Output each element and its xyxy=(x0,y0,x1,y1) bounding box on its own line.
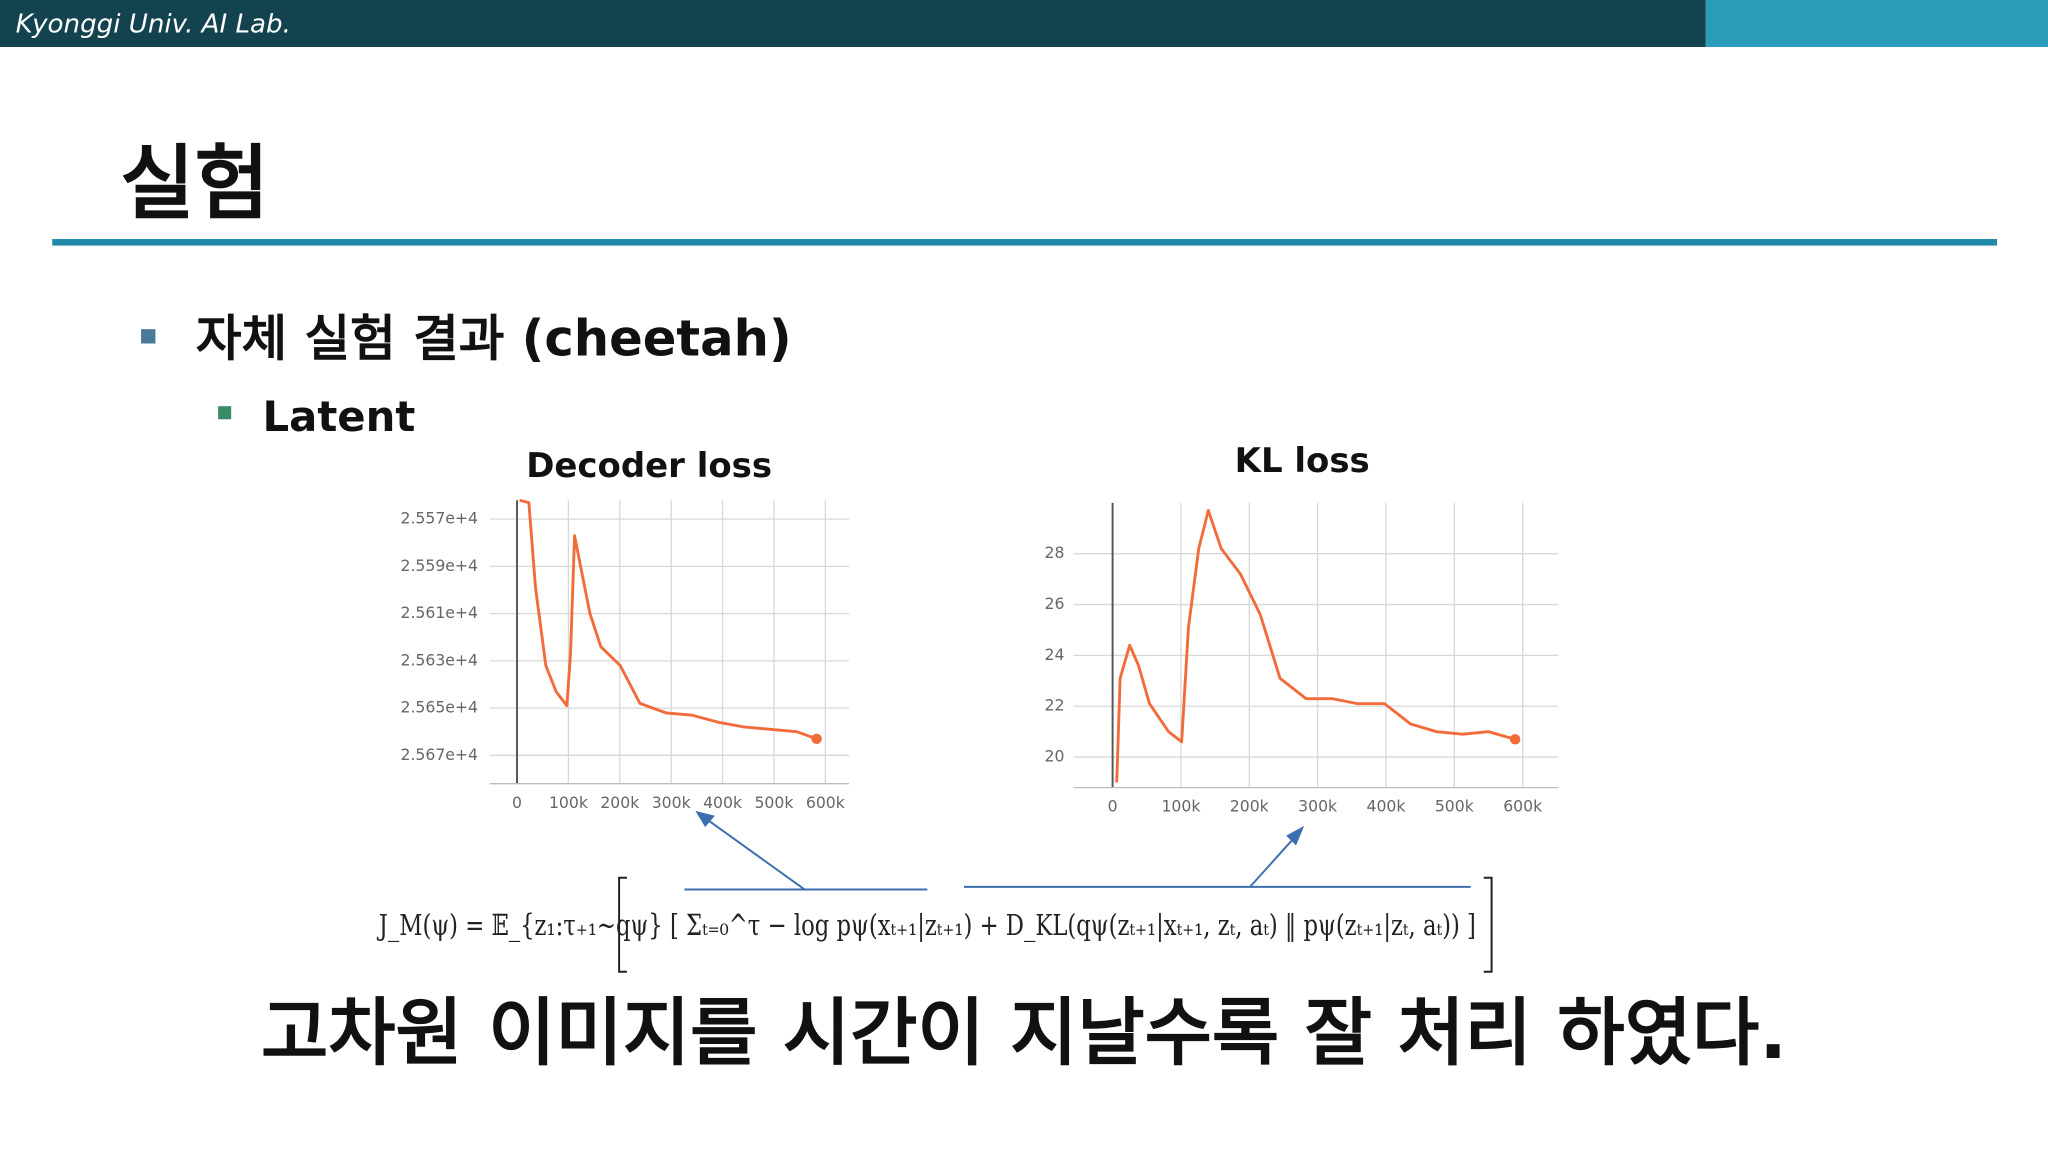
bracket xyxy=(1483,876,1493,973)
x-tick-label: 0 xyxy=(512,793,522,812)
x-tick-label: 0 xyxy=(1108,797,1118,816)
y-tick-label: 2.567e+4 xyxy=(400,745,478,764)
chart-title: KL loss xyxy=(1235,441,1370,481)
x-tick-label: 100k xyxy=(1161,797,1201,816)
chart-title: Decoder loss xyxy=(526,446,772,486)
x-tick-label: 100k xyxy=(549,793,589,812)
y-tick-label: 24 xyxy=(1045,645,1065,664)
y-tick-label: 2.559e+4 xyxy=(400,556,478,575)
y-tick-label: 2.565e+4 xyxy=(400,698,478,717)
bullet-level1: 자체 실험 결과 (cheetah) xyxy=(196,309,792,367)
x-tick-label: 200k xyxy=(600,793,640,812)
lab-name: Kyonggi Univ. AI Lab. xyxy=(16,9,291,39)
x-tick-label: 600k xyxy=(806,793,846,812)
bullet-level2: Latent xyxy=(263,392,416,441)
arrow-head xyxy=(1286,825,1305,846)
line xyxy=(519,498,818,741)
chart: Decoder loss 2.557e+4 2.559e+4 2.561e+4 2.56… xyxy=(400,446,849,812)
bullet xyxy=(141,329,156,344)
conclusion: 고차원 이미지를 시간이 지날수록 잘 처리 하였다. xyxy=(261,991,1787,1076)
arrow xyxy=(702,815,806,891)
end-point xyxy=(1509,734,1521,745)
y-tick-label: 20 xyxy=(1045,747,1065,766)
y-tick-label: 2.557e+4 xyxy=(400,509,478,528)
x-tick-label: 300k xyxy=(652,793,692,812)
x-tick-label: 400k xyxy=(1366,797,1406,816)
arrow-head xyxy=(695,810,715,828)
slide-title: 실험 xyxy=(120,138,269,232)
chart: KL loss 20 22 24 26 28 0 100k 200k 300k 400k 500k 60… xyxy=(1045,441,1559,816)
arrows xyxy=(684,810,1471,891)
x-tick-label: 200k xyxy=(1230,797,1270,816)
bracket xyxy=(618,876,627,973)
y-tick-label: 2.561e+4 xyxy=(400,603,478,622)
end-point xyxy=(811,733,822,745)
y-tick-label: 28 xyxy=(1045,543,1065,562)
x-tick-label: 600k xyxy=(1503,797,1543,816)
title-rule xyxy=(52,239,1998,246)
line xyxy=(1115,508,1516,783)
y-tick-label: 22 xyxy=(1045,696,1065,715)
y-tick-label: 26 xyxy=(1045,594,1065,613)
bullet xyxy=(218,406,232,420)
header-bar xyxy=(0,0,1706,48)
x-tick-label: 500k xyxy=(754,793,794,812)
x-tick-label: 400k xyxy=(703,793,743,812)
equation: J_M(ψ) = 𝔼_{z₁:τ₊₁∼qψ} [ Σₜ₌₀^τ − log pψ… xyxy=(376,908,1476,942)
x-tick-label: 300k xyxy=(1298,797,1338,816)
y-tick-label: 2.563e+4 xyxy=(400,650,478,669)
header-accent xyxy=(1705,0,2048,48)
arrow xyxy=(1249,832,1300,888)
x-tick-label: 500k xyxy=(1435,797,1475,816)
equation-brackets xyxy=(618,876,1493,973)
